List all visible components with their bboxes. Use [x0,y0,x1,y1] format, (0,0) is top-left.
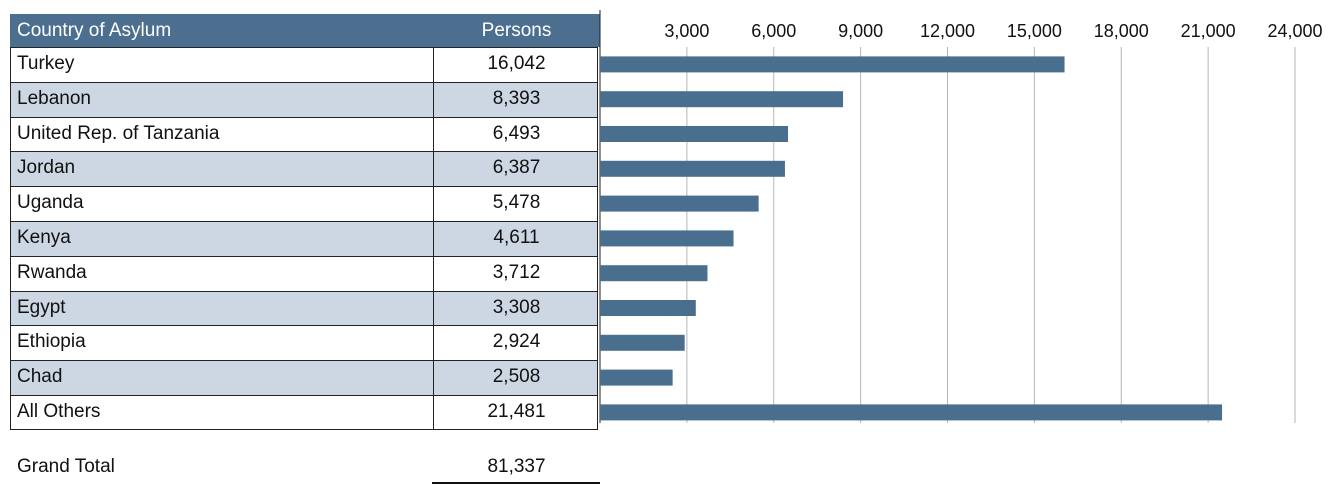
x-tick-label: 3,000 [664,21,709,41]
column-separator [433,187,434,221]
persons-column-header: Persons [481,20,552,41]
country-cell: Lebanon [17,87,91,109]
bar [600,334,685,351]
x-tick-label: 24,000 [1267,21,1322,41]
table-row: Uganda 5,478 [10,186,598,221]
persons-cell: 21,481 [487,401,546,422]
country-cell: Chad [17,366,63,388]
column-separator [433,152,434,187]
country-column-header: Country of Asylum [17,20,172,41]
bar [600,369,673,386]
column-separator [433,82,434,117]
bar [600,126,789,142]
country-cell: All Others [17,401,101,422]
x-tick-label: 15,000 [1007,21,1062,41]
column-separator [433,222,434,256]
bar [600,300,696,316]
persons-cell: 3,308 [492,296,541,318]
column-separator [433,326,434,361]
persons-cell: 16,042 [487,53,546,74]
country-cell: Ethiopia [17,331,86,353]
table-row: Lebanon 8,393 [10,81,598,117]
persons-cell: 6,493 [492,122,541,144]
persons-cell: 3,712 [492,261,541,283]
table-header: Country of Asylum Persons [10,14,600,47]
x-tick-label: 18,000 [1094,21,1149,41]
country-cell: Kenya [17,227,71,248]
x-tick-label: 6,000 [751,21,796,41]
grand-total-underline [432,482,600,484]
persons-cell: 2,924 [492,331,541,353]
column-separator [433,48,434,82]
table-row: Egypt 3,308 [10,290,598,326]
table-row: United Rep. of Tanzania 6,493 [10,116,598,152]
table-row: All Others 21,481 [10,395,598,430]
persons-cell: 2,508 [492,366,541,388]
column-separator [433,396,434,429]
bar [600,404,1223,421]
column-separator [433,256,434,291]
country-cell: Turkey [17,53,75,74]
x-tick-label: 9,000 [838,21,883,41]
country-cell: Rwanda [17,261,87,283]
persons-cell: 5,478 [492,192,541,214]
bar [600,56,1065,73]
bar [600,91,844,108]
persons-cell: 6,387 [492,157,541,179]
country-cell: United Rep. of Tanzania [17,122,220,144]
grand-total-label: Grand Total [17,456,115,477]
bar [600,230,734,247]
table-row: Jordan 6,387 [10,151,598,187]
country-cell: Egypt [17,296,66,318]
persons-cell: 8,393 [492,87,541,109]
table-row: Ethiopia 2,924 [10,325,598,361]
column-separator [433,117,434,152]
bar [600,160,785,177]
table-row: Chad 2,508 [10,360,598,395]
x-tick-label: 12,000 [920,21,975,41]
bar [600,195,759,212]
grand-total-value: 81,337 [487,456,546,477]
country-cell: Uganda [17,192,84,214]
bar [600,265,708,282]
table-row: Kenya 4,611 [10,221,598,256]
column-separator [433,361,434,395]
table-row: Rwanda 3,712 [10,255,598,291]
table-row: Turkey 16,042 [10,47,598,82]
country-cell: Jordan [17,157,76,179]
x-tick-label: 21,000 [1181,21,1236,41]
persons-cell: 4,611 [493,227,540,248]
column-separator [433,291,434,326]
